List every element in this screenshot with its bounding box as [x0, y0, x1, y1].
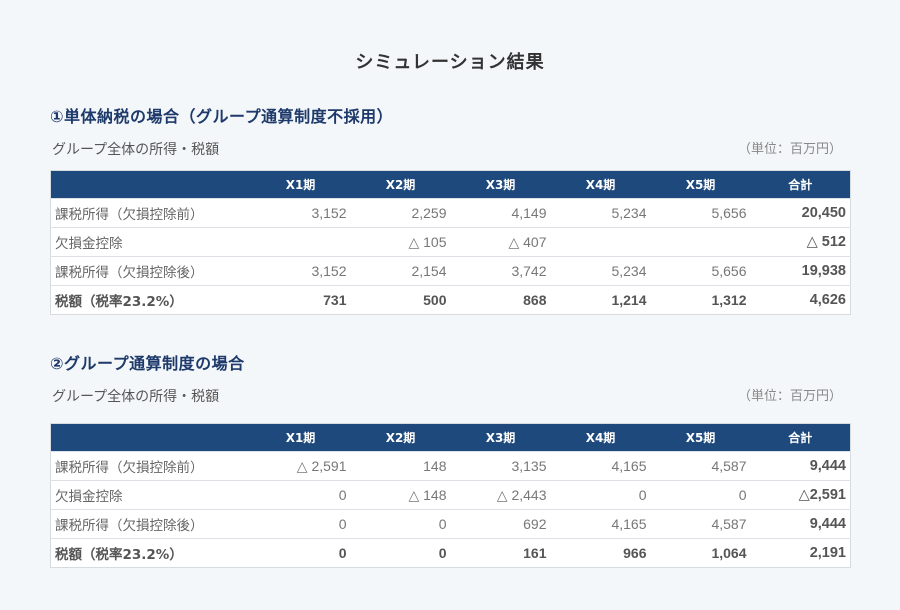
cell-x1: 3,152 [250, 198, 351, 228]
table-row-tax: 税額（税率23.2%） 731 500 868 1,214 1,312 4,62… [50, 285, 851, 315]
cell-x2: 148 [350, 451, 451, 481]
cell-x1: 3,152 [250, 256, 351, 286]
table-row: 欠損金控除 △ 105 △ 407 △ 512 [50, 227, 851, 257]
row-label: 税額（税率23.2%） [50, 538, 251, 568]
column-header-x1: X1期 [250, 423, 351, 452]
cell-x1: 0 [250, 509, 351, 539]
cell-x3: △ 407 [450, 227, 551, 257]
cell-x2: △ 148 [350, 480, 451, 510]
column-header-label [50, 170, 251, 199]
cell-x1 [250, 227, 351, 257]
row-label: 課税所得（欠損控除後） [50, 509, 251, 539]
cell-x4 [550, 227, 651, 257]
results-table: X1期 X2期 X3期 X4期 X5期 合計 課税所得（欠損控除前） △ 2,5… [50, 423, 851, 568]
cell-x4: 5,234 [550, 256, 651, 286]
cell-x2: 2,154 [350, 256, 451, 286]
cell-x1: △ 2,591 [250, 451, 351, 481]
table-row-tax: 税額（税率23.2%） 0 0 161 966 1,064 2,191 [50, 538, 851, 568]
cell-x3: 868 [450, 285, 551, 315]
section-heading: ①単体納税の場合（グループ通算制度不採用） [50, 107, 394, 126]
results-table: X1期 X2期 X3期 X4期 X5期 合計 課税所得（欠損控除前） 3,152… [50, 170, 851, 315]
cell-x5: 5,656 [650, 198, 751, 228]
unit-label: （単位：百万円） [737, 389, 842, 404]
cell-total: △ 512 [750, 227, 851, 257]
column-header-total: 合計 [750, 423, 851, 452]
column-header-x2: X2期 [350, 170, 451, 199]
section-standalone-taxation: ①単体納税の場合（グループ通算制度不採用） グループ全体の所得・税額 （単位：百… [50, 104, 851, 315]
cell-x4: 0 [550, 480, 651, 510]
column-header-label [50, 423, 251, 452]
unit-label: （単位：百万円） [737, 142, 842, 157]
cell-x2: 2,259 [350, 198, 451, 228]
cell-x5: 1,312 [650, 285, 751, 315]
cell-total: 4,626 [750, 285, 851, 315]
column-header-x4: X4期 [550, 423, 651, 452]
column-header-x1: X1期 [250, 170, 351, 199]
cell-total: 9,444 [750, 451, 851, 481]
column-header-x5: X5期 [650, 423, 751, 452]
cell-x3: 3,742 [450, 256, 551, 286]
cell-x1: 731 [250, 285, 351, 315]
column-header-total: 合計 [750, 170, 851, 199]
row-label: 課税所得（欠損控除前） [50, 198, 251, 228]
cell-x2: 0 [350, 538, 451, 568]
cell-x4: 4,165 [550, 451, 651, 481]
cell-x2: 500 [350, 285, 451, 315]
section-subheader: グループ全体の所得・税額 （単位：百万円） [50, 385, 850, 409]
cell-x1: 0 [250, 538, 351, 568]
column-header-x5: X5期 [650, 170, 751, 199]
section-subheader: グループ全体の所得・税額 （単位：百万円） [50, 138, 850, 162]
cell-x5: 4,587 [650, 509, 751, 539]
page-title: シミュレーション結果 [355, 52, 545, 73]
cell-x1: 0 [250, 480, 351, 510]
cell-total: 9,444 [750, 509, 851, 539]
row-label: 課税所得（欠損控除後） [50, 256, 251, 286]
column-header-x3: X3期 [450, 170, 551, 199]
table-row: 欠損金控除 0 △ 148 △ 2,443 0 0 △2,591 [50, 480, 851, 510]
table-row: 課税所得（欠損控除後） 0 0 692 4,165 4,587 9,444 [50, 509, 851, 539]
cell-x5: 1,064 [650, 538, 751, 568]
section-heading: ②グループ通算制度の場合 [50, 354, 245, 373]
table-header-row: X1期 X2期 X3期 X4期 X5期 合計 [50, 170, 851, 199]
cell-x3: 4,149 [450, 198, 551, 228]
cell-x4: 1,214 [550, 285, 651, 315]
cell-total: 2,191 [750, 538, 851, 568]
table-header-row: X1期 X2期 X3期 X4期 X5期 合計 [50, 423, 851, 452]
cell-x3: 692 [450, 509, 551, 539]
cell-x5: 4,587 [650, 451, 751, 481]
column-header-x4: X4期 [550, 170, 651, 199]
cell-x3: 3,135 [450, 451, 551, 481]
cell-total: 20,450 [750, 198, 851, 228]
row-label: 課税所得（欠損控除前） [50, 451, 251, 481]
cell-x2: 0 [350, 509, 451, 539]
table-row: 課税所得（欠損控除後） 3,152 2,154 3,742 5,234 5,65… [50, 256, 851, 286]
column-header-x3: X3期 [450, 423, 551, 452]
table-row: 課税所得（欠損控除前） 3,152 2,259 4,149 5,234 5,65… [50, 198, 851, 228]
section-group-consolidation: ②グループ通算制度の場合 グループ全体の所得・税額 （単位：百万円） X1期 X… [50, 351, 851, 568]
cell-total: 19,938 [750, 256, 851, 286]
row-label: 欠損金控除 [50, 227, 251, 257]
cell-x4: 4,165 [550, 509, 651, 539]
cell-x4: 5,234 [550, 198, 651, 228]
cell-x3: △ 2,443 [450, 480, 551, 510]
cell-total: △2,591 [750, 480, 851, 510]
cell-x3: 161 [450, 538, 551, 568]
cell-x4: 966 [550, 538, 651, 568]
column-header-x2: X2期 [350, 423, 451, 452]
cell-x5: 0 [650, 480, 751, 510]
section-subtitle: グループ全体の所得・税額 [52, 389, 220, 405]
cell-x5: 5,656 [650, 256, 751, 286]
cell-x2: △ 105 [350, 227, 451, 257]
row-label: 欠損金控除 [50, 480, 251, 510]
row-label: 税額（税率23.2%） [50, 285, 251, 315]
cell-x5 [650, 227, 751, 257]
table-row: 課税所得（欠損控除前） △ 2,591 148 3,135 4,165 4,58… [50, 451, 851, 481]
section-subtitle: グループ全体の所得・税額 [52, 142, 220, 158]
